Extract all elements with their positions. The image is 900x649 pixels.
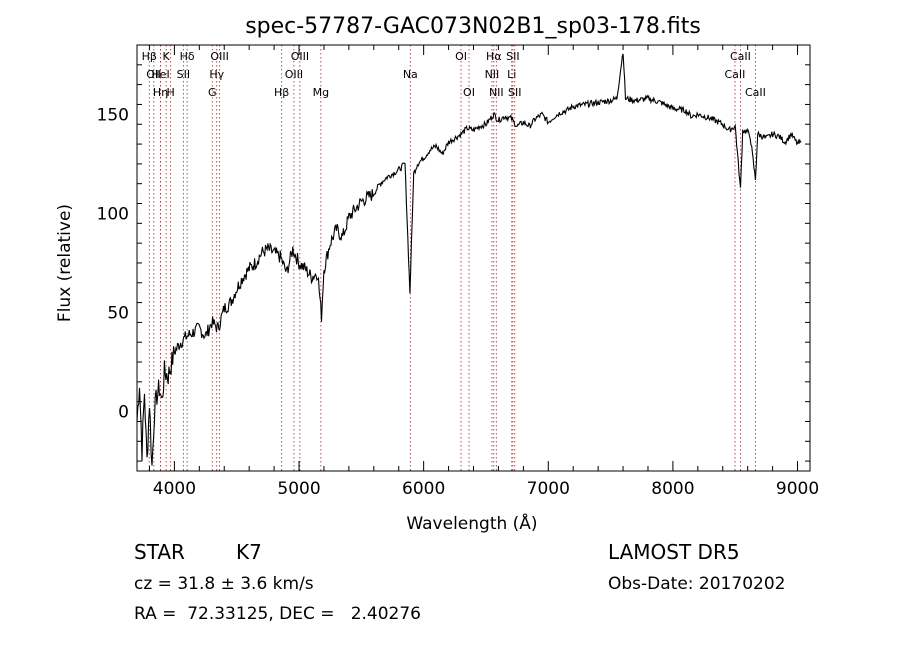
spectral-line-label: OI <box>463 86 475 99</box>
spectral-line-label: OI <box>455 50 467 63</box>
spectral-line-label: HeI <box>151 68 169 81</box>
spectral-line-label: Hδ <box>180 50 195 63</box>
x-tick-label: 5000 <box>277 479 320 499</box>
y-tick-label: 0 <box>118 403 129 423</box>
line-labels: Hβ OII Hη K H HeI Hδ SII G Hγ OIII Hβ OIII OIII Mg Na OI… <box>142 50 766 99</box>
spectral-line-label: CaII <box>725 68 746 81</box>
spectral-line-label: Li <box>507 68 516 81</box>
x-tick-label: 8000 <box>651 479 694 499</box>
y-axis: 0 50 100 150 <box>97 64 810 462</box>
x-tick-label: 4000 <box>153 479 196 499</box>
spectral-line-label: NII <box>485 68 500 81</box>
spectral-line-label: Mg <box>313 86 329 99</box>
object-subclass: K7 <box>236 540 262 564</box>
survey-name: LAMOST DR5 <box>608 540 740 564</box>
spectral-line-label: SII <box>508 86 521 99</box>
spectral-line-label: OIII <box>285 68 303 81</box>
spectral-line-label: CaII <box>730 50 751 63</box>
spectral-line-label: SII <box>506 50 519 63</box>
chart-title: spec-57787-GAC073N02B1_sp03-178.fits <box>245 14 701 39</box>
y-tick-label: 150 <box>97 105 129 125</box>
spectrum-line <box>136 53 802 466</box>
spectral-line-label: Hβ <box>274 86 289 99</box>
x-tick-label: 9000 <box>776 479 819 499</box>
x-axis-label: Wavelength (Å) <box>406 512 537 534</box>
y-tick-label: 100 <box>97 204 129 224</box>
spectral-line-label: CaII <box>745 86 766 99</box>
x-tick-label: 6000 <box>402 479 445 499</box>
spectral-line-label: OIII <box>210 50 228 63</box>
spectral-line-label: Hγ <box>209 68 224 81</box>
x-tick-label: 7000 <box>527 479 570 499</box>
spectral-line-label: Hα <box>486 50 502 63</box>
spectral-line-label: Hβ <box>142 50 157 63</box>
y-tick-label: 50 <box>107 303 129 323</box>
line-markers <box>148 45 756 471</box>
spectral-line-label: OII <box>146 68 161 81</box>
spectral-line-label: G <box>208 86 217 99</box>
spectral-line-label: K <box>163 50 171 63</box>
spectral-line-label: NII <box>489 86 504 99</box>
spectral-line-label: OIII <box>291 50 309 63</box>
spectral-line-label: H <box>167 86 175 99</box>
x-axis: 4000 5000 6000 7000 8000 9000 <box>148 45 819 499</box>
sky-coordinates: RA = 72.33125, DEC = 2.40276 <box>134 604 421 624</box>
observation-date: Obs-Date: 20170202 <box>608 574 786 594</box>
object-class: STAR <box>134 540 185 564</box>
y-axis-label: Flux (relative) <box>55 204 75 322</box>
spectral-line-label: Na <box>403 68 418 81</box>
redshift-velocity: cz = 31.8 ± 3.6 km/s <box>134 574 314 594</box>
spectral-line-label: SII <box>177 68 190 81</box>
plot-frame <box>136 44 811 472</box>
spectral-line-label: Hη <box>153 86 168 99</box>
